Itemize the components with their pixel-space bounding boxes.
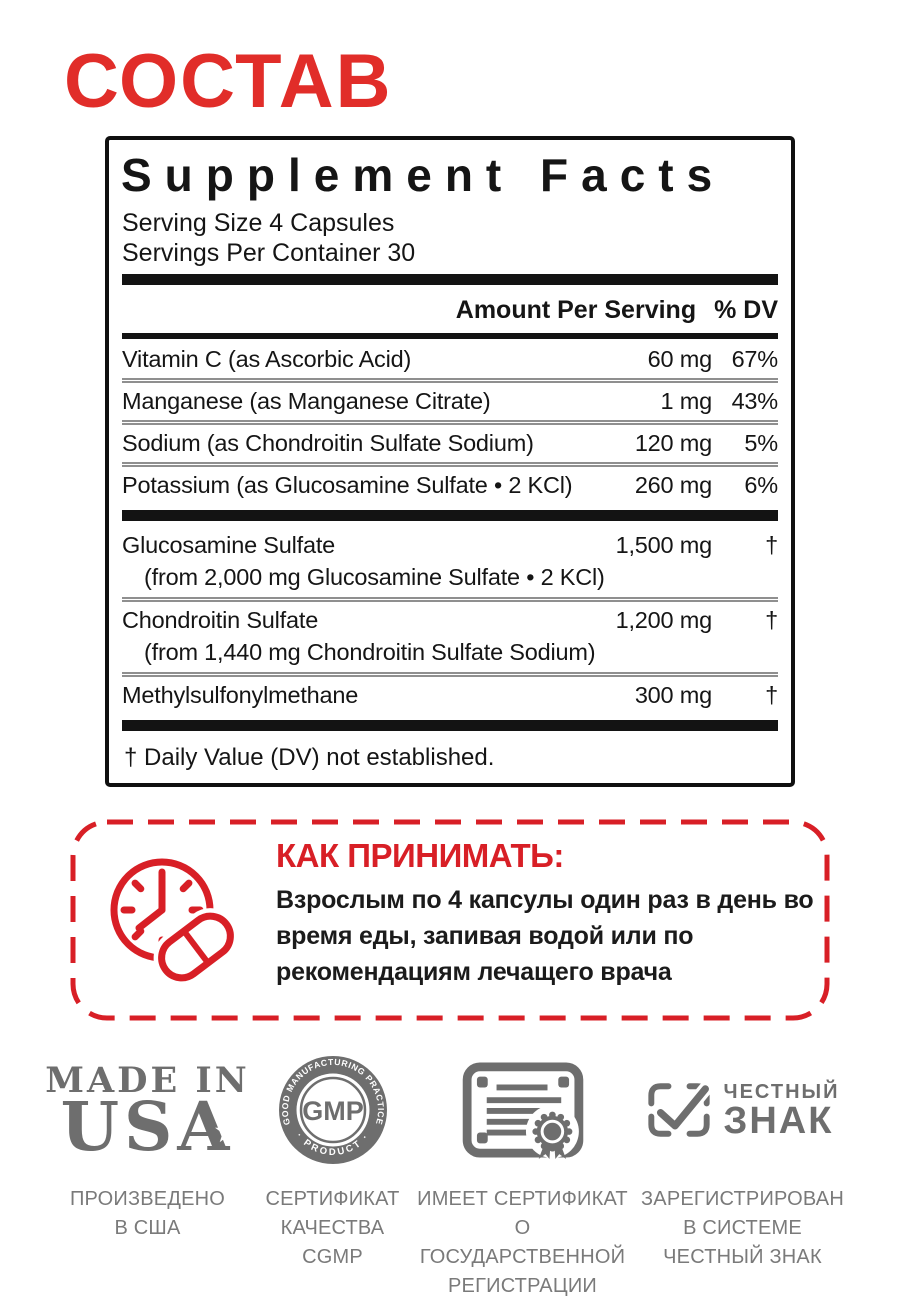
ingredient-dv: † xyxy=(765,607,778,633)
divider-double xyxy=(122,462,778,467)
table-row: Chondroitin Sulfate 1,200 mg † xyxy=(122,602,778,639)
column-header: Amount Per Serving % DV xyxy=(122,291,778,331)
ingredient-amount: 300 mg xyxy=(634,682,712,708)
ingredient-amount: 1,500 mg xyxy=(615,532,713,558)
column-dv-label: % DV xyxy=(714,296,778,324)
dosage-text-block: КАК ПРИНИМАТЬ: Взрослым по 4 капсулы оди… xyxy=(276,837,832,990)
znak-label: ЗНАК xyxy=(723,1100,834,1142)
chestny-znak-icon xyxy=(647,1081,712,1137)
certificate-icon xyxy=(462,1062,583,1159)
table-row: Potassium (as Glucosamine Sulfate • 2 KC… xyxy=(122,467,778,504)
made-in-label: MADE IN xyxy=(45,1060,250,1101)
ingredient-note: (from 1,440 mg Chondroitin Sulfate Sodiu… xyxy=(144,639,596,665)
table-row: Glucosamine Sulfate 1,500 mg † xyxy=(122,527,778,564)
dosage-content: КАК ПРИНИМАТЬ: Взрослым по 4 капсулы оди… xyxy=(70,819,830,990)
nutrient-dv: 6% xyxy=(744,472,778,498)
badge-gmp: GMP GOOD MANUFACTURING PRACTICE · PRODUC… xyxy=(250,1051,415,1272)
nutrient-name: Potassium (as Glucosamine Sulfate • 2 KC… xyxy=(122,472,573,498)
table-row: Manganese (as Manganese Citrate) 1 mg 43… xyxy=(122,383,778,420)
divider-double xyxy=(122,378,778,383)
divider-thick xyxy=(122,510,778,521)
nutrient-dv: 5% xyxy=(744,430,778,456)
chestny-label: ЧЕСТНЫЙ xyxy=(723,1081,840,1103)
badge-caption: ЗАРЕГИСТРИРОВАН В СИСТЕМЕ ЧЕСТНЫЙ ЗНАК xyxy=(641,1188,844,1268)
divider-thick xyxy=(122,720,778,731)
dosage-title: КАК ПРИНИМАТЬ: xyxy=(276,837,564,874)
dashed-border xyxy=(70,819,830,1021)
clock-pill-icon xyxy=(110,858,239,986)
gmp-center-label: GMP xyxy=(302,1096,364,1126)
divider-thick xyxy=(122,274,778,285)
product-infographic: { "page": { "heading": "СОСТАВ" }, "supp… xyxy=(0,39,900,1297)
divider-double xyxy=(122,420,778,425)
table-row: Vitamin C (as Ascorbic Acid) 60 mg 67% xyxy=(122,341,778,378)
nutrient-amount: 120 mg xyxy=(634,430,712,456)
badge-caption: СЕРТИФИКАТ КАЧЕСТВА CGMP xyxy=(265,1188,400,1268)
table-row: Methylsulfonylmethane 300 mg † xyxy=(122,677,778,714)
nutrient-name: Vitamin C (as Ascorbic Acid) xyxy=(122,346,412,372)
usa-star-icon: ★ xyxy=(213,1112,242,1150)
nutrient-name: Sodium (as Chondroitin Sulfate Sodium) xyxy=(122,430,534,456)
column-amount-label: Amount Per Serving xyxy=(455,296,697,324)
badge-caption: ИМЕЕТ СЕРТИФИКАТ О ГОСУДАРСТВЕННОЙ РЕГИС… xyxy=(417,1188,628,1297)
divider-double xyxy=(122,672,778,677)
gmp-seal-icon: GMP GOOD MANUFACTURING PRACTICE · PRODUC… xyxy=(278,1056,387,1164)
badge-state-certificate: ИМЕЕТ СЕРТИФИКАТ О ГОСУДАРСТВЕННОЙ РЕГИС… xyxy=(415,1051,630,1301)
nutrient-amount: 1 mg xyxy=(660,388,713,414)
badge-caption: ПРОИЗВЕДЕНО В США xyxy=(69,1188,226,1239)
badge-made-in-usa: MADE IN USA ★ ПРОИЗВЕДЕНО В США xyxy=(45,1051,250,1243)
ingredient-dv: † xyxy=(765,532,778,558)
ingredient-name: Methylsulfonylmethane xyxy=(122,682,359,708)
nutrient-amount: 60 mg xyxy=(647,346,713,372)
made-in-usa-logo: MADE IN USA ★ xyxy=(45,1051,249,1169)
usa-label: USA xyxy=(60,1087,235,1166)
serving-size: Serving Size 4 Capsules xyxy=(122,209,395,237)
ingredient-note: (from 2,000 mg Glucosamine Sulfate • 2 K… xyxy=(144,564,605,590)
page-title: СОСТАВ xyxy=(64,39,393,124)
table-row: Sodium (as Chondroitin Sulfate Sodium) 1… xyxy=(122,425,778,462)
nutrient-name: Manganese (as Manganese Citrate) xyxy=(122,388,491,414)
divider-medium xyxy=(122,333,778,339)
divider-double xyxy=(122,597,778,602)
nutrient-dv: 67% xyxy=(731,346,779,372)
ingredient-amount: 1,200 mg xyxy=(615,607,713,633)
nutrient-amount: 260 mg xyxy=(634,472,712,498)
supplement-facts-panel: Supplement Facts Serving Size 4 Capsules… xyxy=(105,136,795,787)
ingredient-name: Chondroitin Sulfate xyxy=(122,607,319,633)
ingredient-dv: † xyxy=(765,682,778,708)
supplement-facts-title: Supplement Facts xyxy=(121,149,726,201)
ingredient-name: Glucosamine Sulfate xyxy=(122,532,336,558)
dosage-text: Взрослым по 4 капсулы один раз в день во… xyxy=(276,886,814,986)
nutrient-dv: 43% xyxy=(731,388,779,414)
badges-row: MADE IN USA ★ ПРОИЗВЕДЕНО В США GMP GOOD… xyxy=(45,1051,855,1301)
dosage-box: КАК ПРИНИМАТЬ: Взрослым по 4 капсулы оди… xyxy=(70,819,830,1021)
servings-per-container: Servings Per Container 30 xyxy=(122,239,416,267)
badge-chestny-znak: ЧЕСТНЫЙ ЗНАК ЗАРЕГИСТРИРОВАН В СИСТЕМЕ Ч… xyxy=(630,1051,855,1272)
dv-footnote: † Daily Value (DV) not established. xyxy=(124,744,495,771)
